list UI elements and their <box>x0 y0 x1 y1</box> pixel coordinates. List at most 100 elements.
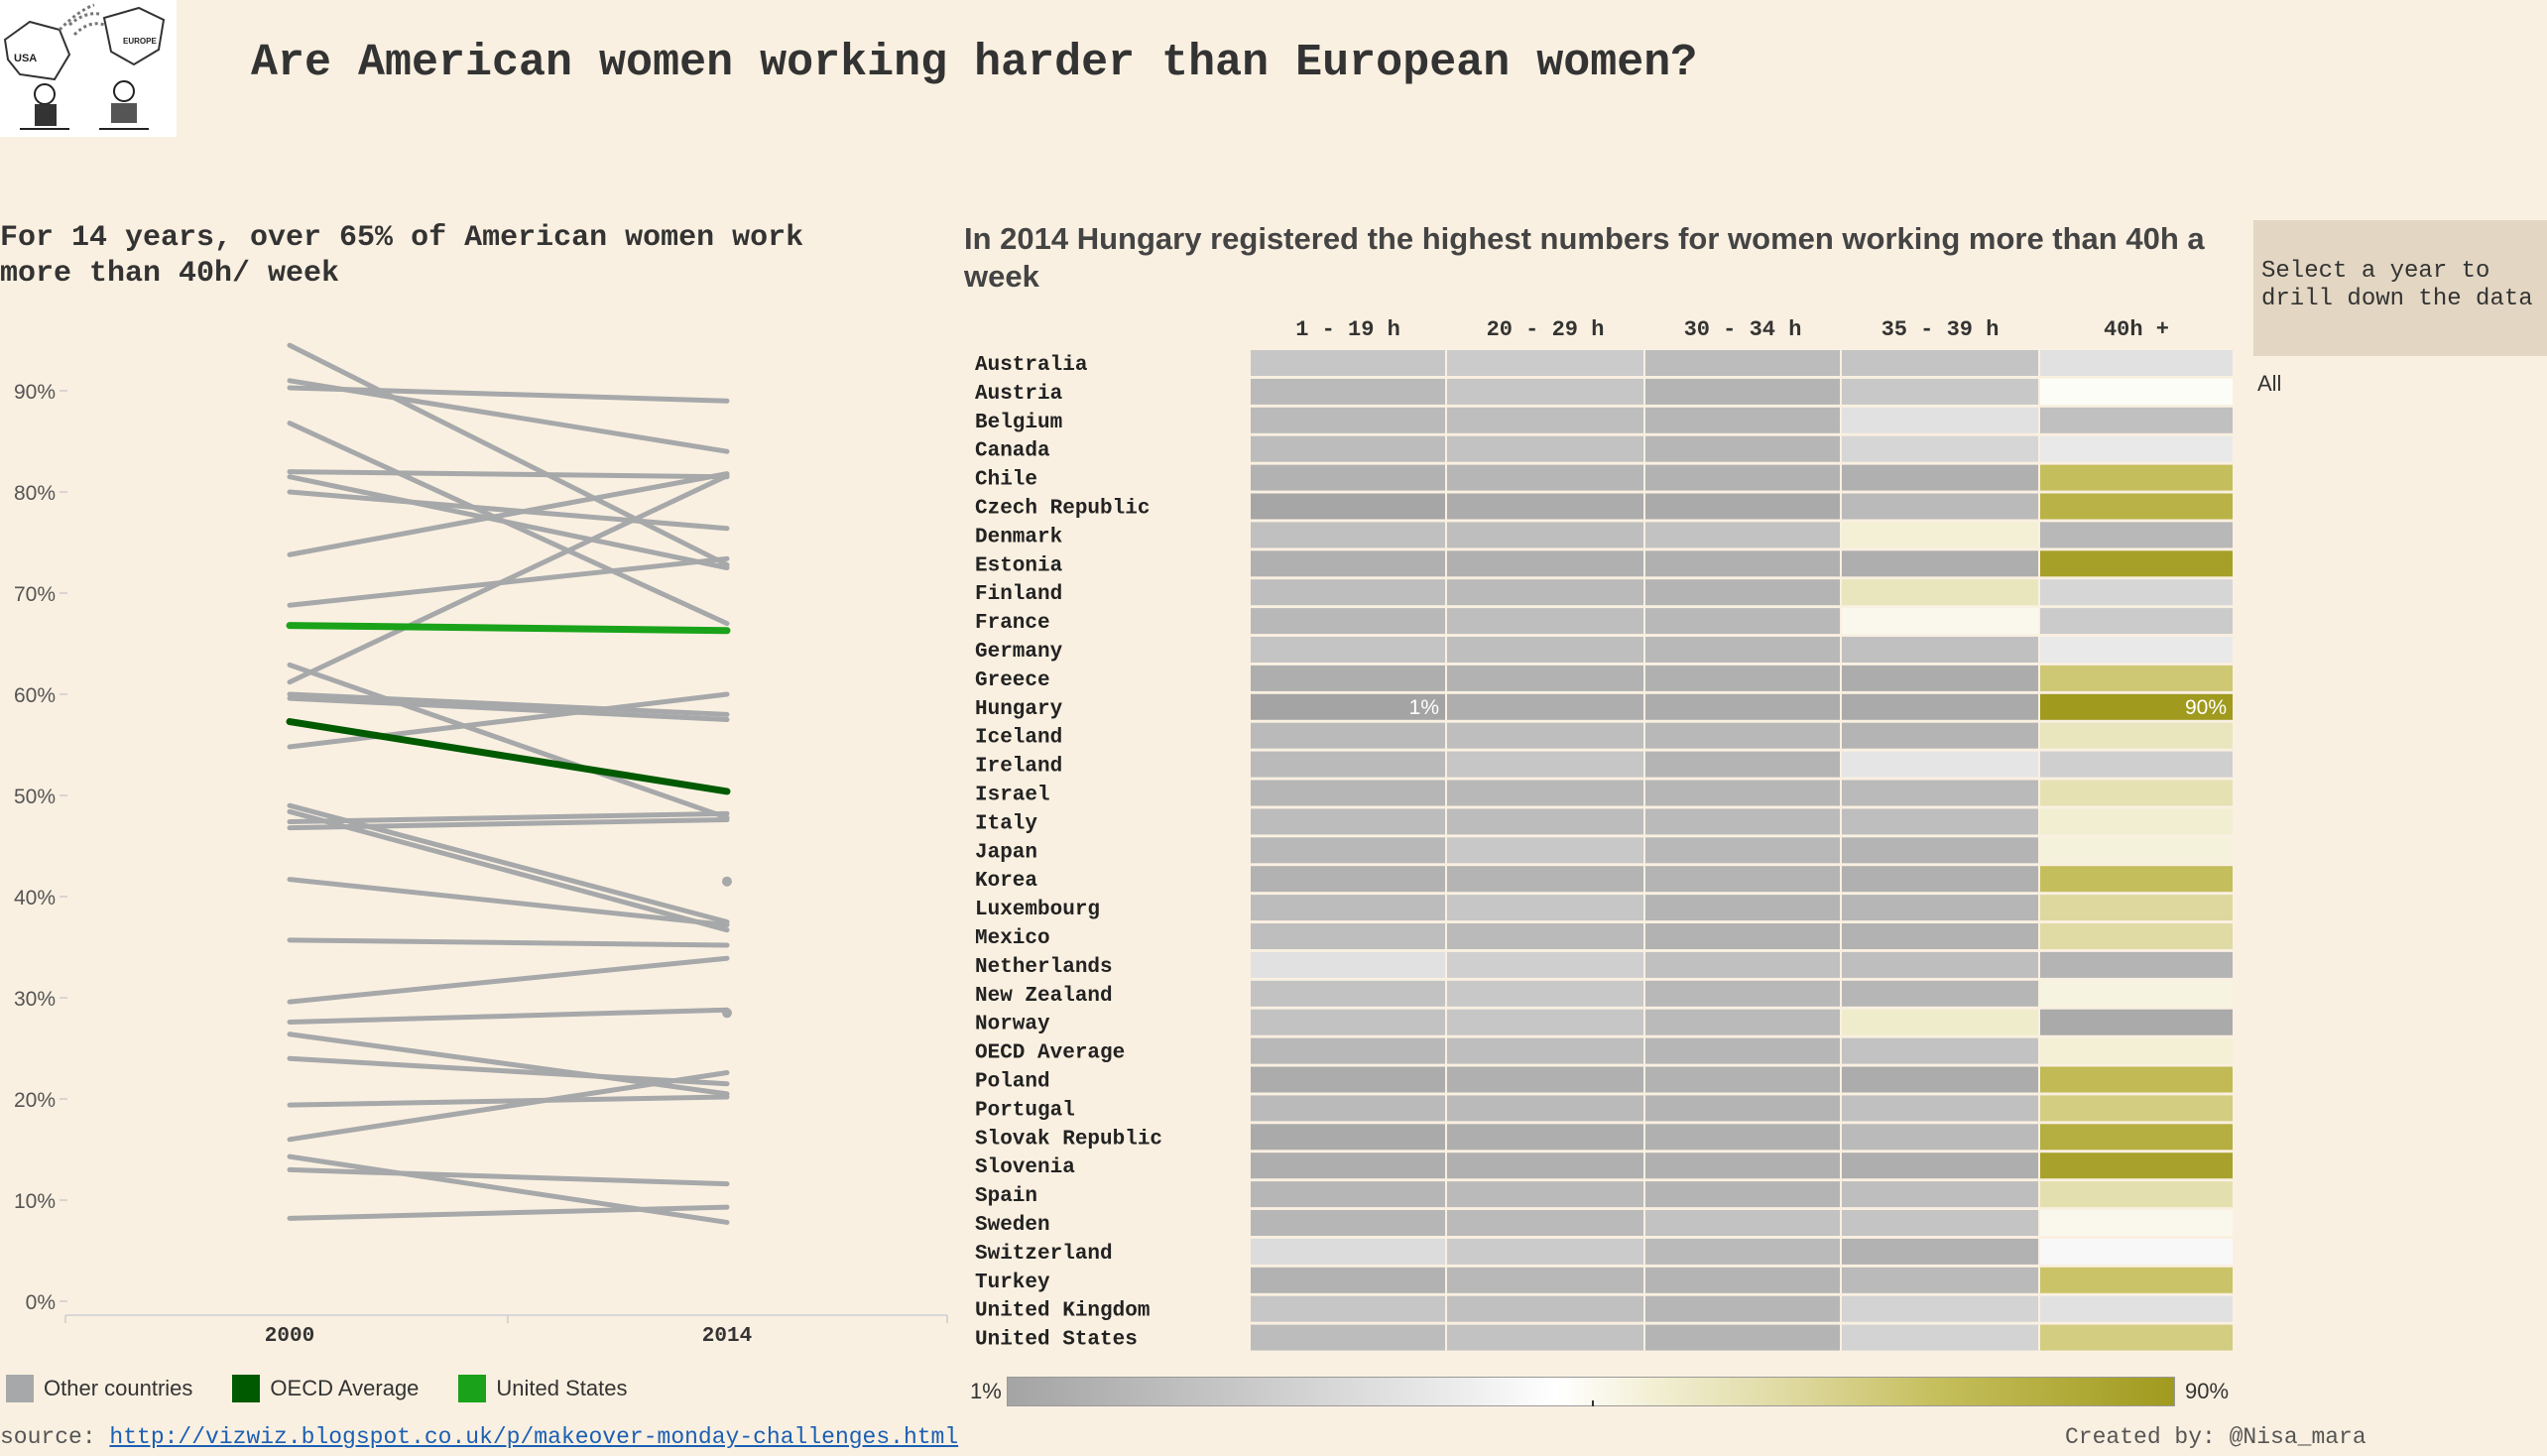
series-line-other <box>287 810 730 825</box>
series-line-other <box>287 469 730 480</box>
heatmap-cell <box>1447 980 1643 1007</box>
heatmap-cell <box>1251 837 1445 864</box>
heatmap-cell <box>1447 895 1643 921</box>
series-line-other <box>287 816 730 831</box>
heatmap-cell <box>1447 407 1643 433</box>
heatmap-cell <box>1842 1037 2038 1064</box>
y-tick-label: 70% <box>14 583 56 606</box>
legend-label-us: United States <box>496 1376 628 1400</box>
legend-swatch-oecd <box>232 1375 261 1402</box>
heatmap-cell <box>2040 1324 2233 1351</box>
heatmap-cell <box>1842 808 2038 835</box>
row-label: Australia <box>975 354 1088 377</box>
year-filter-value[interactable]: All <box>2257 371 2282 396</box>
heatmap-cell <box>1645 808 1840 835</box>
heatmap-cell <box>1447 350 1643 376</box>
y-tick-label: 90% <box>14 381 56 404</box>
legend-item-us[interactable]: United States <box>458 1375 628 1402</box>
heatmap-cell <box>1842 780 2038 806</box>
y-tick-label: 80% <box>14 482 56 505</box>
heatmap-cell <box>1447 637 1643 663</box>
heatmap-cell <box>1447 866 1643 893</box>
heatmap-cell <box>1645 1210 1840 1236</box>
heatmap-cell <box>1842 350 2038 376</box>
heatmap-cell <box>1645 378 1840 405</box>
heatmap-cell <box>2040 923 2233 949</box>
heatmap-cell <box>1645 1066 1840 1093</box>
heatmap-cell <box>2040 493 2233 520</box>
heatmap-cell <box>1251 1295 1445 1322</box>
series-line-other <box>287 1204 730 1221</box>
series-point-other <box>722 1008 732 1019</box>
series-line-other <box>287 473 730 685</box>
heatmap-cell <box>1251 1037 1445 1064</box>
heatmap-cell <box>1251 522 1445 548</box>
heatmap-cell <box>1842 1153 2038 1179</box>
heatmap-cell <box>1842 866 2038 893</box>
heatmap-cell <box>1645 923 1840 949</box>
y-tick-label: 20% <box>14 1089 56 1112</box>
row-label: Canada <box>975 440 1050 463</box>
series-line-other <box>287 489 730 532</box>
heatmap-cell <box>1842 493 2038 520</box>
heatmap-cell <box>1842 951 2038 978</box>
footer-source-link[interactable]: http://vizwiz.blogspot.co.uk/p/makeover-… <box>109 1424 959 1450</box>
series-line-other <box>287 342 730 567</box>
heatmap-cell <box>1447 522 1643 548</box>
legend-item-other[interactable]: Other countries <box>6 1375 192 1402</box>
heatmap-cell <box>1447 378 1643 405</box>
heatmap-cell <box>1842 895 2038 921</box>
heatmap-cell <box>1447 1324 1643 1351</box>
heatmap-cell <box>1645 522 1840 548</box>
heatmap-cell <box>1251 1267 1445 1293</box>
series-line-other <box>287 1007 730 1025</box>
heatmap-cell <box>1251 808 1445 835</box>
heatmap-cell <box>1645 493 1840 520</box>
heatmap-cell <box>1842 1009 2038 1035</box>
series-line-other <box>287 1069 730 1143</box>
series-line-other <box>287 691 730 750</box>
heatmap-cell <box>1447 1210 1643 1236</box>
heatmap-cell <box>1645 1295 1840 1322</box>
heatmap-cell <box>2040 1095 2233 1122</box>
y-tick-label: 60% <box>14 684 56 707</box>
slope-chart: 0% 10% 20% 30% 40% 50% 60% 70% 80% 90% 2000 2014 <box>14 342 948 1348</box>
row-label: Chile <box>975 469 1037 492</box>
heatmap-cell <box>2040 522 2233 548</box>
heatmap-cell <box>1251 866 1445 893</box>
heatmap-cell <box>1251 780 1445 806</box>
heatmap-cell <box>1842 522 2038 548</box>
heatmap-cell <box>2040 464 2233 491</box>
heatmap-cell <box>1251 608 1445 635</box>
row-label: Czech Republic <box>975 498 1150 521</box>
row-label: Spain <box>975 1185 1037 1208</box>
x-tick-label: 2014 <box>702 1325 752 1348</box>
row-label: Portugal <box>975 1099 1075 1122</box>
series-line-other <box>287 877 730 928</box>
legend-label-oecd: OECD Average <box>270 1376 420 1400</box>
heatmap-cell <box>1645 1238 1840 1265</box>
series-line-other <box>287 662 730 820</box>
heatmap-cell <box>1645 980 1840 1007</box>
color-legend-min: 1% <box>970 1379 1002 1403</box>
heatmap-cell <box>1645 1267 1840 1293</box>
footer-source-label: source: <box>0 1424 110 1450</box>
slope-chart-title: For 14 years, over 65% of American women… <box>0 221 804 291</box>
y-tick-label: 0% <box>26 1291 56 1314</box>
column-header: 35 - 39 h <box>1881 317 2000 342</box>
heatmap-cell <box>1645 1324 1840 1351</box>
legend-swatch-us <box>458 1375 487 1402</box>
heatmap-cell <box>1842 980 2038 1007</box>
row-label: United Kingdom <box>975 1300 1150 1323</box>
heatmap-cell <box>2040 1037 2233 1064</box>
heatmap-cell <box>1842 1295 2038 1322</box>
heatmap-cell <box>1842 378 2038 405</box>
heatmap-cell <box>1447 837 1643 864</box>
row-label: Estonia <box>975 554 1063 577</box>
heatmap-cell <box>1251 1324 1445 1351</box>
heatmap-cell <box>1447 608 1643 635</box>
legend-item-oecd[interactable]: OECD Average <box>232 1375 419 1402</box>
heatmap-cell <box>2040 837 2233 864</box>
heatmap-cell <box>1251 493 1445 520</box>
heatmap-cell <box>1251 1066 1445 1093</box>
